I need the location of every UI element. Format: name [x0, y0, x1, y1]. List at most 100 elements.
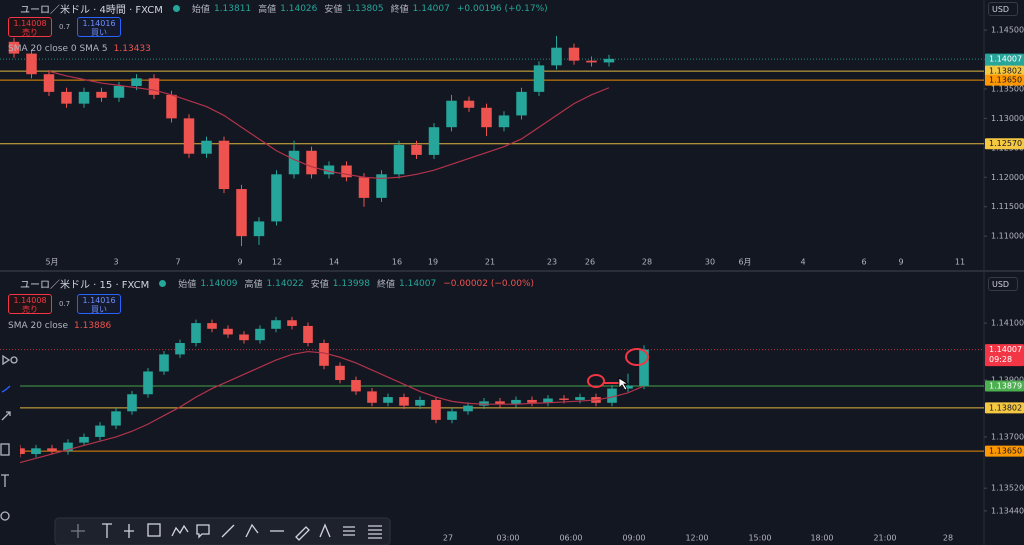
candle-body — [575, 397, 585, 400]
currency-button[interactable]: USD — [988, 2, 1018, 16]
candle-body — [516, 91, 527, 116]
candle-body — [447, 411, 457, 420]
x-tick-label: 19 — [428, 258, 438, 267]
tool-path[interactable] — [171, 524, 189, 537]
tool-rect[interactable] — [0, 443, 10, 456]
candle-body — [96, 91, 107, 98]
left-toolbar — [0, 350, 20, 530]
tool-lines[interactable] — [368, 525, 382, 539]
candle-body — [111, 411, 121, 426]
tool-crosshair[interactable] — [71, 524, 85, 538]
x-tick-label: 12:00 — [685, 534, 708, 543]
x-tick-label: 26 — [585, 258, 595, 267]
candle-body — [543, 398, 553, 403]
candle-body — [603, 58, 615, 63]
sell-price: 1.14008 — [13, 296, 47, 305]
candle-body — [201, 140, 212, 154]
tool-circle[interactable] — [0, 511, 10, 521]
symbol-title[interactable]: ユーロ／米ドル · 15 · FXCM — [20, 280, 150, 291]
candle-body — [47, 448, 57, 452]
y-tick-label: 1.14500 — [991, 26, 1024, 35]
price-tag — [985, 344, 1024, 367]
tool-cursor[interactable] — [2, 354, 11, 366]
x-tick-label: 09:00 — [622, 534, 645, 543]
y-tick-label: 1.11000 — [991, 232, 1024, 241]
candle-body — [8, 41, 20, 54]
candle-body — [463, 405, 473, 412]
annotation-circle — [625, 348, 649, 366]
ohlc-label: 終値 — [377, 280, 396, 290]
tool-trend[interactable] — [1, 385, 11, 393]
candle-body — [31, 448, 41, 455]
candle-body — [255, 328, 265, 341]
tool-fib[interactable] — [319, 523, 331, 538]
sell-button[interactable]: 1.14008 売り — [8, 294, 52, 314]
x-tick-label: 21:00 — [873, 534, 896, 543]
candle-body — [113, 85, 125, 98]
candle-body — [527, 399, 537, 403]
price-tag-label: 1.14007 — [989, 55, 1022, 64]
change-value: +0.00196 (+0.17%) — [456, 3, 548, 14]
x-tick-label: 30 — [705, 258, 715, 267]
candle-body — [131, 78, 142, 86]
indicator-name: SMA 20 close 0 SMA 5 — [8, 44, 108, 54]
annotation-circle — [587, 374, 605, 388]
x-tick-label: 23 — [547, 258, 557, 267]
tool-rect[interactable] — [147, 523, 161, 537]
candle-body — [175, 343, 185, 355]
y-tick-label: 1.11500 — [991, 202, 1024, 211]
candle-body — [399, 397, 409, 406]
ohlc-label: 終値 — [390, 5, 409, 15]
tool-text[interactable] — [102, 523, 112, 538]
sma-line — [19, 350, 645, 464]
price-tag-label: 1.13802 — [989, 403, 1022, 412]
ohlc-label: 高値 — [244, 280, 263, 290]
x-tick-label: 18:00 — [810, 534, 833, 543]
tool-pencil[interactable] — [245, 523, 259, 538]
candle-body — [415, 399, 425, 406]
tool-text[interactable] — [1, 474, 9, 487]
candle-body — [79, 436, 89, 443]
tool-dot[interactable] — [10, 356, 18, 364]
candle-body — [481, 107, 492, 128]
currency-button[interactable]: USD — [988, 277, 1018, 291]
sell-price: 1.14008 — [13, 19, 47, 28]
candle-body — [376, 174, 387, 198]
tool-arrow[interactable] — [1, 411, 11, 421]
tool-callout[interactable] — [196, 524, 210, 539]
candle-body — [78, 91, 90, 104]
sell-button[interactable]: 1.14008 売り — [8, 17, 52, 37]
symbol-title[interactable]: ユーロ／米ドル · 4時間 · FXCM — [20, 5, 163, 16]
candle-body — [511, 399, 521, 405]
y-tick-label: 1.13500 — [991, 84, 1024, 93]
tool-line[interactable] — [221, 524, 235, 538]
candle-body — [319, 343, 329, 366]
x-tick-label: 5月 — [45, 258, 58, 267]
x-tick-label: 15:00 — [748, 534, 771, 543]
candle-body — [166, 94, 177, 119]
candle-body — [159, 354, 169, 372]
ohlc-label: 高値 — [258, 5, 277, 15]
x-tick-label: 9 — [898, 258, 903, 267]
candle-body — [218, 140, 230, 190]
indicator-legend: SMA 20 close 0 SMA 5 1.13433 — [8, 44, 151, 54]
ohlc-value: 1.14022 — [266, 278, 304, 289]
x-tick-label: 11 — [955, 258, 965, 267]
tool-pin[interactable] — [124, 524, 134, 538]
x-tick-label: 4 — [800, 258, 805, 267]
candle-body — [533, 65, 545, 92]
candle-body — [143, 371, 153, 395]
buy-button[interactable]: 1.14016 買い — [77, 17, 121, 37]
tool-brush[interactable] — [295, 526, 310, 541]
candle-body — [446, 100, 457, 128]
ohlc-value: 1.14026 — [280, 3, 318, 14]
buy-button[interactable]: 1.14016 買い — [77, 294, 121, 314]
plots: 1.145001.140001.135001.130001.125001.120… — [0, 26, 1024, 543]
status-dot — [172, 5, 180, 12]
sell-label: 売り — [22, 305, 38, 314]
candle-body — [431, 399, 441, 420]
price-tag-label: 1.13879 — [989, 381, 1022, 390]
tool-pitchfork[interactable] — [343, 526, 355, 536]
